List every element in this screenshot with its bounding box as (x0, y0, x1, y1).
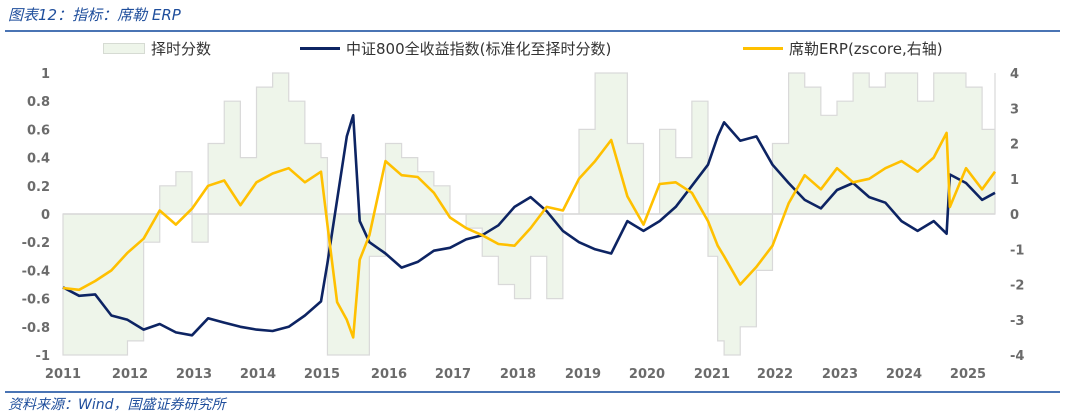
figure-title: 图表12：指标：席勒 ERP (8, 6, 181, 24)
left-tick-label: 0.2 (27, 180, 50, 195)
right-tick-label: 4 (1010, 67, 1019, 82)
right-tick-label: -4 (1010, 349, 1024, 364)
legend-item-score: 择时分数 (103, 38, 211, 59)
plot-area (62, 72, 997, 356)
line-swatch-icon (743, 47, 783, 50)
line-swatch-icon (300, 47, 340, 50)
legend-label-score: 择时分数 (151, 40, 212, 58)
index-line (62, 114, 996, 337)
legend-label-index: 中证800全收益指数(标准化至择时分数) (346, 40, 612, 58)
x-tick-label: 2014 (240, 367, 276, 382)
right-y-axis: 4 3 2 1 0 -1 -2 -3 -4 (1010, 67, 1024, 364)
x-tick-label: 2011 (45, 367, 81, 382)
x-tick-label: 2020 (629, 367, 665, 382)
x-tick-label: 2018 (500, 367, 536, 382)
x-tick-label: 2016 (371, 367, 407, 382)
right-tick-label: -2 (1010, 279, 1024, 294)
x-tick-label: 2022 (757, 367, 793, 382)
x-axis: 2011 2012 2013 2014 2015 2016 2017 2018 2019 2020… (45, 367, 986, 382)
left-tick-label: 1 (41, 67, 50, 82)
legend-item-index: 中证800全收益指数(标准化至择时分数) (300, 38, 611, 59)
left-tick-label: -0.2 (22, 236, 50, 251)
chart-legend: 择时分数 中证800全收益指数(标准化至择时分数) 席勒ERP(zscore,右… (0, 38, 1065, 60)
x-tick-label: 2024 (886, 367, 922, 382)
left-tick-label: -0.8 (22, 321, 50, 336)
area-swatch-icon (103, 43, 145, 54)
x-tick-label: 2023 (822, 367, 858, 382)
left-tick-label: 0 (41, 208, 50, 223)
x-tick-label: 2019 (565, 367, 601, 382)
bottom-rule (5, 391, 1060, 393)
top-rule (5, 30, 1060, 32)
left-tick-label: -0.6 (22, 293, 50, 308)
x-tick-label: 2025 (950, 367, 986, 382)
legend-label-erp: 席勒ERP(zscore,右轴) (789, 40, 943, 58)
left-tick-label: -1 (36, 349, 50, 364)
x-tick-label: 2015 (304, 367, 340, 382)
right-tick-label: 0 (1010, 208, 1019, 223)
left-y-axis: 1 0.8 0.6 0.4 0.2 0 -0.2 -0.4 -0.6 -0.8 -1 (22, 67, 50, 364)
legend-item-erp: 席勒ERP(zscore,右轴) (743, 38, 943, 59)
x-tick-label: 2013 (176, 367, 212, 382)
right-tick-label: -1 (1010, 243, 1024, 258)
right-tick-label: 2 (1010, 138, 1019, 153)
x-tick-label: 2012 (112, 367, 148, 382)
left-tick-label: 0.6 (27, 123, 50, 138)
right-tick-label: 3 (1010, 102, 1019, 117)
left-tick-label: 0.8 (27, 95, 50, 110)
x-tick-label: 2021 (694, 367, 730, 382)
left-tick-label: 0.4 (27, 152, 50, 167)
x-tick-label: 2017 (435, 367, 471, 382)
source-note: 资料来源：Wind，国盛证券研究所 (8, 397, 226, 413)
left-tick-label: -0.4 (22, 264, 50, 279)
erp-line (62, 131, 997, 339)
right-tick-label: -3 (1010, 314, 1024, 329)
right-tick-label: 1 (1010, 173, 1019, 188)
